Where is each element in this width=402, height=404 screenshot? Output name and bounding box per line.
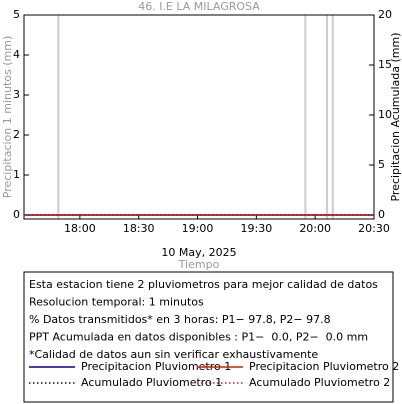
legend-label: Precipitacion Pluviometro 2 (249, 360, 399, 373)
chart-title: 46. I.E LA MILAGROSA (138, 0, 260, 13)
info-text: Esta estacion tiene 2 pluviometros para … (29, 278, 378, 291)
info-box (23, 271, 394, 403)
x-tick-label: 18:30 (123, 222, 155, 235)
x-tick-label: 18:00 (64, 222, 96, 235)
x-tick-label: 19:00 (182, 222, 214, 235)
x-tick-label: 20:00 (299, 222, 331, 235)
legend-label: Precipitacion Pluviometro 1 (81, 360, 231, 373)
y-axis-label: Precipitacion 1 minutos (mm) (1, 36, 14, 198)
y2-tick-label: 0 (378, 208, 385, 221)
y2-tick-label: 20 (378, 8, 392, 21)
x-tick-label: 19:30 (241, 222, 273, 235)
x-tick-label: 20:30 (358, 222, 390, 235)
x-date-label: 10 May, 2025 (161, 246, 236, 259)
legend-label: Acumulado Pluviometro 2 (249, 376, 390, 389)
x-axis-label: Tiempo (178, 258, 220, 271)
y2-tick-label: 15 (378, 58, 392, 71)
info-text: PPT Acumulada en datos disponibles : P1−… (29, 331, 368, 344)
plot-frame (23, 14, 375, 220)
y-tick-label: 1 (13, 168, 20, 181)
info-text: % Datos transmitidos* en 3 horas: P1− 97… (29, 313, 331, 326)
y-tick-label: 0 (13, 208, 20, 221)
y2-tick-label: 10 (378, 108, 392, 121)
y2-tick-label: 5 (378, 158, 385, 171)
y2-axis-label: Precipitacion Acumulada (mm) (389, 32, 402, 201)
y-tick-label: 5 (13, 8, 20, 21)
y-tick-label: 4 (13, 48, 20, 61)
legend-label: Acumulado Pluviometro 1 (81, 376, 222, 389)
info-text: *Calidad de datos aun sin verificar exha… (29, 348, 318, 361)
info-text: Resolucion temporal: 1 minutos (29, 296, 204, 309)
y-tick-label: 2 (13, 128, 20, 141)
y-tick-label: 3 (13, 88, 20, 101)
